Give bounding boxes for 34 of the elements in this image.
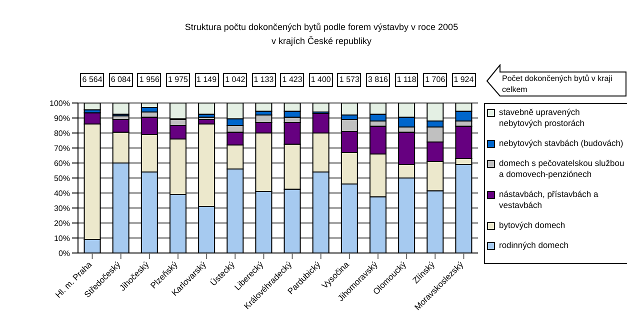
legend-label: stavebně upravených nebytových prostorách	[499, 107, 586, 129]
text: 6 564	[80, 73, 104, 87]
text: 1 956	[137, 73, 162, 87]
text: 1 573	[337, 73, 362, 87]
text: 1 133	[252, 73, 276, 87]
text: 1 423	[280, 73, 304, 87]
text: 1 975	[166, 73, 190, 87]
text: 1 706	[423, 73, 448, 87]
y-tick-label: 10%	[54, 234, 70, 243]
y-tick-label: 40%	[54, 188, 70, 198]
text: 1 924	[452, 73, 476, 87]
legend-label: bytových domech	[499, 220, 566, 231]
text: 1 149	[194, 73, 219, 87]
legend-label: nebytových stavbách (budovách)	[499, 138, 624, 149]
text: 1 042	[223, 73, 248, 87]
text: Počet dokončených bytů v kraji celkem	[502, 73, 614, 95]
y-tick-label: 80%	[54, 128, 70, 138]
chart-title: Struktura počtu dokončených bytů podle forem výstavby v roce 2005	[184, 21, 460, 34]
legend-label: domech s pečovatelskou službou a domovech-penziónech	[499, 158, 625, 180]
y-tick-label: 0%	[58, 248, 70, 258]
y-tick-label: 60%	[54, 158, 70, 168]
text: 1 400	[308, 73, 333, 87]
y-tick-label: 50%	[54, 174, 70, 183]
y-tick-label: 100%	[50, 98, 70, 108]
legend-label: nástavbách, přístavbách a vestavbách	[499, 189, 600, 211]
legend-label: rodinných domech	[499, 240, 568, 251]
chart-subtitle: v krajích České republiky	[270, 35, 373, 48]
text: 1 118	[394, 73, 418, 87]
y-tick-label: 70%	[54, 144, 70, 153]
text: 6 084	[108, 73, 133, 87]
y-tick-label: 20%	[54, 218, 70, 228]
text: 3 816	[366, 73, 390, 87]
y-tick-label: 30%	[54, 204, 70, 213]
y-tick-label: 90%	[54, 114, 70, 123]
